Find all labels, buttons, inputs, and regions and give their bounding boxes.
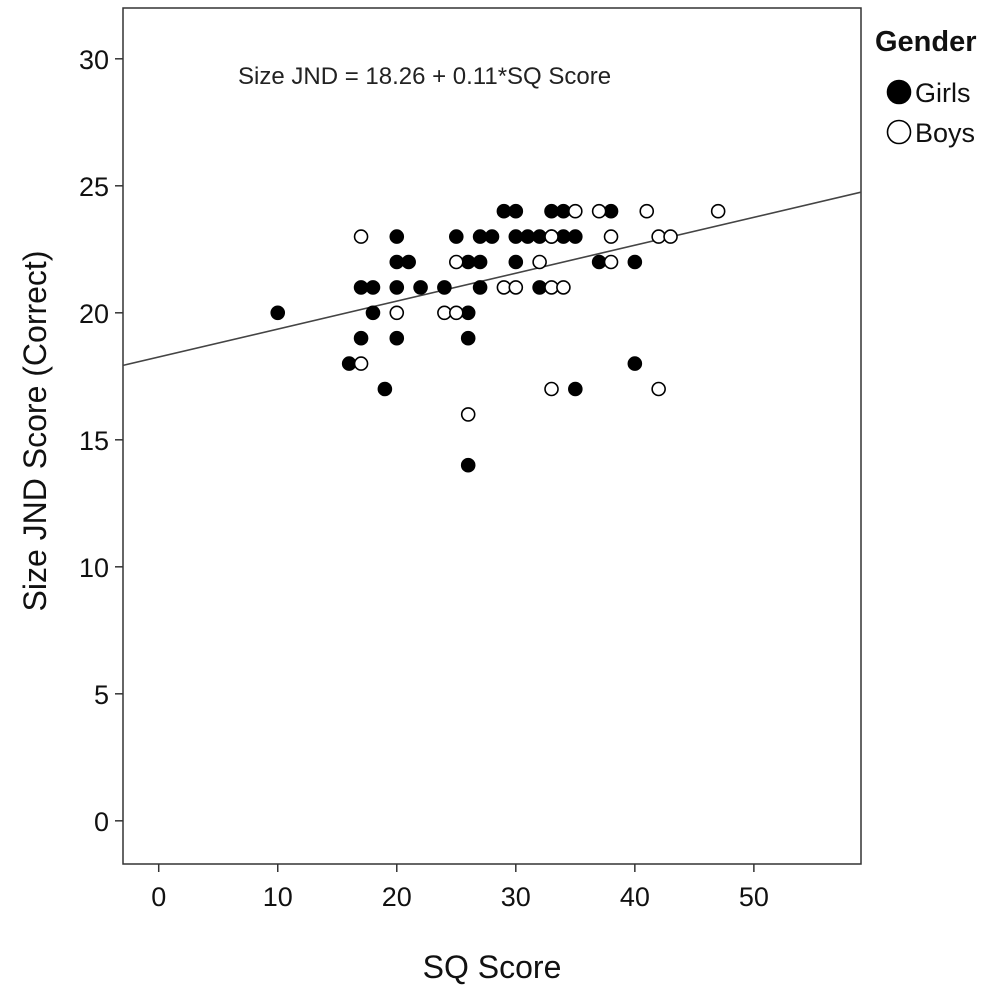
point-boys xyxy=(651,381,666,397)
point-boys xyxy=(603,229,619,244)
point-girls xyxy=(556,229,571,244)
point-girls xyxy=(401,254,416,270)
point-girls xyxy=(603,203,619,219)
legend-title: Gender xyxy=(875,26,977,58)
x-tick-label: 50 xyxy=(739,882,769,912)
point-boys xyxy=(568,203,583,219)
point-boys xyxy=(603,254,619,270)
point-boys xyxy=(544,280,559,295)
point-girls xyxy=(460,457,476,473)
x-tick-label: 40 xyxy=(620,882,650,912)
plot-area xyxy=(122,7,862,865)
y-tick-label: 25 xyxy=(79,172,109,202)
point-girls xyxy=(437,280,452,295)
regression-equation: Size JND = 18.26 + 0.11*SQ Score xyxy=(238,63,611,90)
point-boys xyxy=(508,280,524,295)
point-girls xyxy=(413,280,428,295)
x-axis-title: SQ Score xyxy=(423,949,562,985)
point-girls xyxy=(508,203,524,219)
point-girls xyxy=(448,229,464,244)
y-tick-label: 5 xyxy=(94,680,109,710)
y-tick-label: 15 xyxy=(79,426,109,456)
fit-line xyxy=(123,191,861,367)
point-girls xyxy=(472,254,488,270)
x-tick-label: 10 xyxy=(263,882,293,912)
point-girls xyxy=(568,229,583,244)
point-girls xyxy=(520,229,536,244)
point-boys xyxy=(639,203,655,219)
point-girls xyxy=(389,254,405,270)
y-tick-label: 20 xyxy=(79,299,109,329)
point-boys xyxy=(448,305,464,321)
point-girls xyxy=(389,229,405,244)
point-girls xyxy=(270,305,286,321)
point-boys xyxy=(448,254,464,270)
y-tick-label: 30 xyxy=(79,45,109,75)
point-girls xyxy=(544,203,559,219)
x-tick-label: 20 xyxy=(382,882,412,912)
legend-marker-girls xyxy=(886,79,912,105)
y-tick-label: 10 xyxy=(79,553,109,583)
point-boys xyxy=(353,356,369,371)
point-boys xyxy=(353,229,369,244)
y-axis-title: Size JND Score (Correct) xyxy=(17,251,53,612)
x-tick-label: 30 xyxy=(501,882,531,912)
plot-frame xyxy=(122,7,862,865)
legend: Gender Girls Boys xyxy=(875,26,977,148)
data-points xyxy=(270,203,726,473)
point-girls xyxy=(353,330,369,346)
point-girls xyxy=(508,229,524,244)
legend-marker-boys xyxy=(886,119,912,145)
point-girls xyxy=(484,229,500,244)
point-girls xyxy=(508,254,524,270)
point-boys xyxy=(496,280,512,295)
point-girls xyxy=(389,330,405,346)
x-tick-label: 0 xyxy=(151,882,166,912)
point-girls xyxy=(568,381,583,397)
point-girls xyxy=(460,330,476,346)
point-girls xyxy=(627,356,643,371)
point-girls xyxy=(496,203,512,219)
legend-label-girls: Girls xyxy=(915,78,971,108)
point-girls xyxy=(532,229,547,244)
point-boys xyxy=(663,229,678,244)
point-girls xyxy=(472,229,488,244)
point-girls xyxy=(472,280,488,295)
point-girls xyxy=(341,356,357,371)
point-girls xyxy=(353,280,369,295)
point-boys xyxy=(437,305,452,321)
point-girls xyxy=(532,280,547,295)
point-boys xyxy=(591,203,607,219)
point-girls xyxy=(365,280,381,295)
point-boys xyxy=(460,407,476,422)
y-tick-label: 0 xyxy=(94,807,109,837)
point-girls xyxy=(627,254,643,270)
point-boys xyxy=(544,381,559,397)
legend-label-boys: Boys xyxy=(915,118,975,148)
point-boys xyxy=(389,305,405,321)
point-boys xyxy=(710,203,726,219)
point-girls xyxy=(460,305,476,321)
point-girls xyxy=(365,305,381,321)
point-girls xyxy=(460,254,476,270)
point-boys xyxy=(544,229,559,244)
axes: 0 10 20 30 40 50 0 5 10 15 20 25 30 xyxy=(79,45,769,912)
point-girls xyxy=(377,381,393,397)
point-girls xyxy=(389,280,405,295)
point-girls xyxy=(556,203,571,219)
point-boys xyxy=(651,229,666,244)
point-boys xyxy=(532,254,547,270)
point-boys xyxy=(556,280,571,295)
point-girls xyxy=(591,254,607,270)
